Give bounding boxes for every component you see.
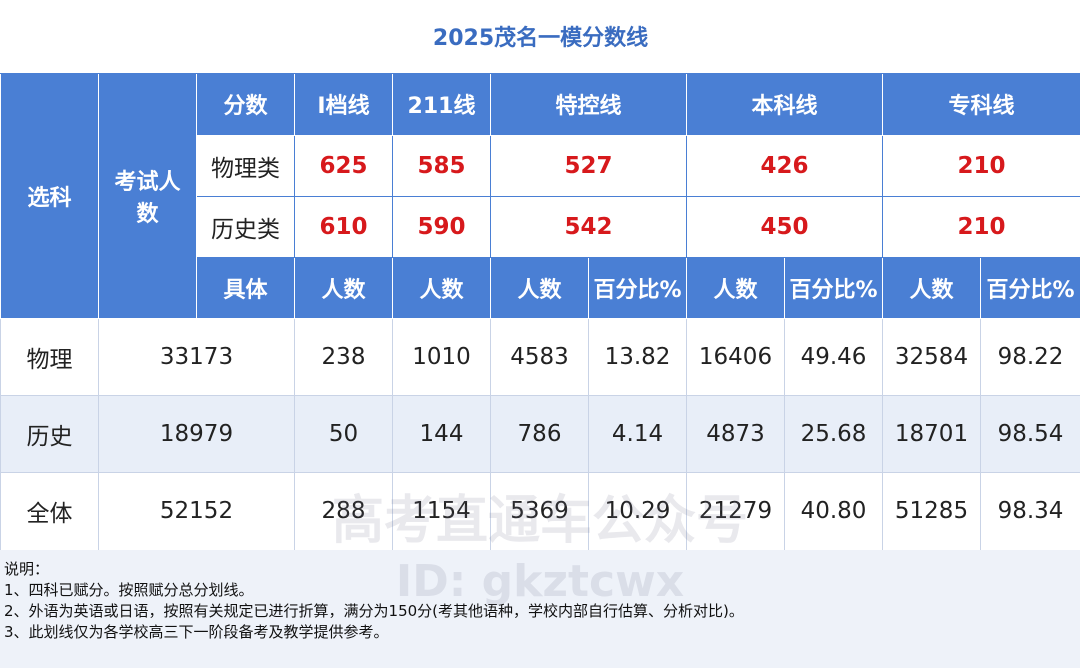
score-cell: 450	[686, 195, 883, 258]
header-cell: 百分比%	[784, 256, 883, 319]
header-cell: 分数	[196, 72, 295, 136]
data-cell: 4.14	[588, 394, 687, 473]
header-cell: 特控线	[490, 72, 687, 136]
header-cell: 专科线	[881, 72, 1080, 136]
data-cell: 144	[392, 394, 491, 473]
header-cell: 人数	[882, 256, 981, 319]
data-cell: 1010	[392, 317, 491, 396]
data-cell: 10.29	[588, 471, 687, 551]
header-cell: 百分比%	[588, 256, 687, 319]
data-cell: 32584	[882, 317, 981, 396]
table-row: 2025茂名一模分数线	[0, 0, 1080, 74]
data-cell: 1154	[392, 471, 491, 551]
header-cell: 人数	[294, 256, 393, 319]
header-cell: 211线	[392, 72, 491, 136]
header-cell: I档线	[294, 72, 393, 136]
header-cell: 百分比%	[979, 256, 1080, 319]
score-table: 2025茂名一模分数线 选科 考试人数 分数 I档线 211线 特控线 本科线 专科线 物理类 62…	[0, 0, 1080, 551]
data-cell: 238	[294, 317, 393, 396]
data-cell: 18979	[98, 394, 295, 473]
data-cell: 98.54	[979, 394, 1080, 473]
table-row: 全体 52152 288 1154 5369 10.29 21279 40.80 51285 98…	[0, 471, 1080, 551]
header-cell: 人数	[686, 256, 785, 319]
score-cell: 590	[392, 195, 491, 258]
header-cell: 具体	[196, 256, 295, 319]
row-label: 物理类	[196, 134, 295, 197]
data-cell: 288	[294, 471, 393, 551]
data-cell: 98.34	[979, 471, 1080, 551]
header-cell: 人数	[490, 256, 589, 319]
score-cell: 610	[294, 195, 393, 258]
data-cell: 13.82	[588, 317, 687, 396]
data-cell: 52152	[98, 471, 295, 551]
data-cell: 16406	[686, 317, 785, 396]
data-cell: 4873	[686, 394, 785, 473]
data-cell: 40.80	[784, 471, 883, 551]
data-cell: 4583	[490, 317, 589, 396]
table-row: 历史类 610 590 542 450 210	[1, 195, 1080, 258]
data-cell: 51285	[882, 471, 981, 551]
score-cell: 210	[881, 134, 1080, 197]
table-row: 物理类 625 585 527 426 210	[1, 134, 1080, 197]
notes: 说明： 1、四科已赋分。按照赋分总分划线。 2、外语为英语或日语，按照有关规定已进行…	[0, 550, 1080, 668]
note-line: 1、四科已赋分。按照赋分总分划线。	[4, 581, 254, 599]
note-line: 3、此划线仅为各学校高三下一阶段备考及教学提供参考。	[4, 623, 389, 641]
data-cell: 物理	[0, 317, 99, 396]
row-label: 历史类	[196, 195, 295, 258]
table-title: 2025茂名一模分数线	[0, 0, 1080, 74]
score-cell: 542	[490, 195, 687, 258]
data-cell: 98.22	[979, 317, 1080, 396]
header-cell: 选科	[0, 72, 99, 319]
data-cell: 历史	[0, 394, 99, 473]
score-cell: 426	[686, 134, 883, 197]
table-row: 物理 33173 238 1010 4583 13.82 16406 49.46 32584 98…	[0, 317, 1080, 396]
score-cell: 625	[294, 134, 393, 197]
header-cell: 本科线	[686, 72, 883, 136]
score-cell: 585	[392, 134, 491, 197]
header-cell: 考试人数	[98, 72, 197, 319]
note-line: 说明：	[4, 560, 50, 578]
score-cell: 210	[881, 195, 1080, 258]
data-cell: 18701	[882, 394, 981, 473]
score-cell: 527	[490, 134, 687, 197]
table-row: 选科 考试人数 分数 I档线 211线 特控线 本科线 专科线	[0, 72, 1080, 319]
data-cell: 49.46	[784, 317, 883, 396]
table-row: 历史 18979 50 144 786 4.14 4873 25.68 18701 98.54	[0, 394, 1080, 473]
data-cell: 786	[490, 394, 589, 473]
data-cell: 25.68	[784, 394, 883, 473]
data-cell: 21279	[686, 471, 785, 551]
header-cell: 人数	[392, 256, 491, 319]
data-cell: 50	[294, 394, 393, 473]
note-line: 2、外语为英语或日语，按照有关规定已进行折算，满分为150分(考其他语种，学校内…	[4, 602, 744, 620]
data-cell: 全体	[0, 471, 99, 551]
data-cell: 5369	[490, 471, 589, 551]
data-cell: 33173	[98, 317, 295, 396]
